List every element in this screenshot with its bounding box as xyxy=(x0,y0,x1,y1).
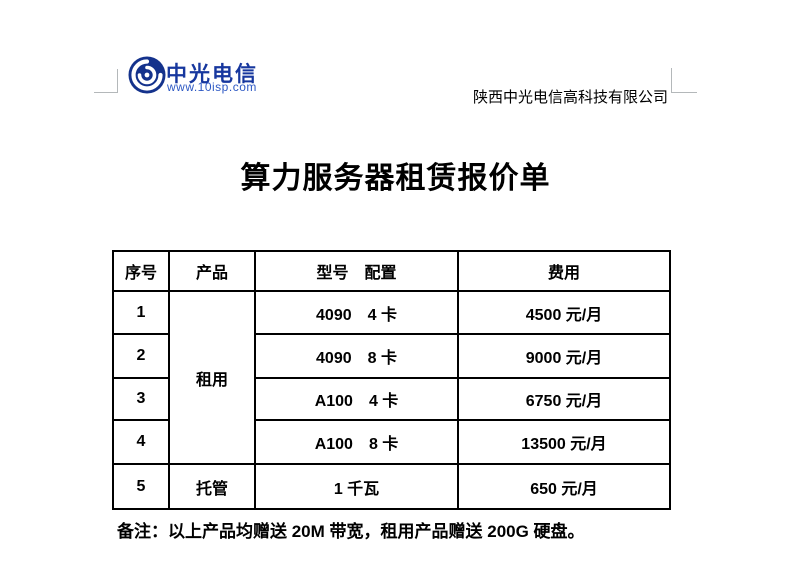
model-config-cell: A100 8 卡 xyxy=(254,419,459,465)
brand-url: www.10isp.com xyxy=(167,80,257,94)
model-config-cell: 4090 4 卡 xyxy=(254,290,459,335)
header-model-config: 型号 配置 xyxy=(254,250,459,292)
table-row: 5 托管 1 千瓦 650 元/月 xyxy=(112,463,671,510)
fee-cell: 9000 元/月 xyxy=(457,333,671,379)
model-config-cell: 4090 8 卡 xyxy=(254,333,459,379)
product-cell-hosting: 托管 xyxy=(168,463,256,510)
company-name: 陕西中光电信高科技有限公司 xyxy=(472,89,668,106)
header-fee: 费用 xyxy=(457,250,671,292)
table-header-row: 序号 产品 型号 配置 费用 xyxy=(112,250,671,292)
quote-table: 序号 产品 型号 配置 费用 1 租用 4090 4 卡 4500 元/月 2 … xyxy=(112,250,671,510)
row-number-cell: 1 xyxy=(112,290,170,335)
table-row: 3 A100 4 卡 6750 元/月 xyxy=(112,377,671,421)
product-cell-rental: 租用 xyxy=(168,290,256,465)
table-row: 4 A100 8 卡 13500 元/月 xyxy=(112,419,671,465)
table-row: 1 租用 4090 4 卡 4500 元/月 xyxy=(112,290,671,465)
fee-cell: 13500 元/月 xyxy=(457,419,671,465)
brand-name: 中光电信 xyxy=(166,63,258,86)
margin-crop-mark-top-right xyxy=(672,92,697,93)
fee-cell: 650 元/月 xyxy=(457,463,671,510)
swirl-logo-icon xyxy=(128,56,166,94)
row-number-cell: 4 xyxy=(112,419,170,465)
header-product: 产品 xyxy=(168,250,256,292)
row-number-cell: 5 xyxy=(112,463,170,510)
model-config-cell: 1 千瓦 xyxy=(254,463,459,510)
table-row: 2 4090 8 卡 9000 元/月 xyxy=(112,333,671,379)
fee-cell: 6750 元/月 xyxy=(457,377,671,421)
header-serial-number: 序号 xyxy=(112,250,170,292)
margin-crop-mark-top-right xyxy=(671,68,672,93)
row-number-cell: 3 xyxy=(112,377,170,421)
margin-crop-mark-top-left xyxy=(117,69,118,92)
model-config-cell: A100 4 卡 xyxy=(254,377,459,421)
page-title: 算力服务器租赁报价单 xyxy=(240,162,551,195)
margin-crop-mark-top-left xyxy=(94,92,118,93)
row-number-cell: 2 xyxy=(112,333,170,379)
note-text: 备注：以上产品均赠送 20M 带宽，租用产品赠送 200G 硬盘。 xyxy=(117,522,585,541)
fee-cell: 4500 元/月 xyxy=(457,290,671,335)
